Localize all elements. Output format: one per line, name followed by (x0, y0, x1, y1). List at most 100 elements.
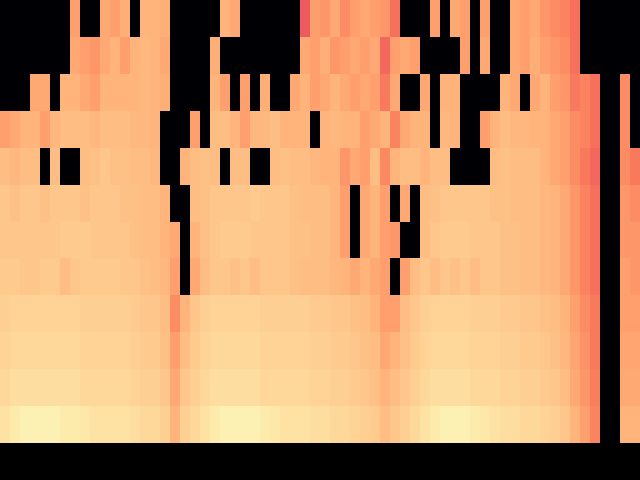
heatmap-cell (570, 222, 581, 259)
heatmap-cell (360, 37, 371, 74)
heatmap-cell (600, 222, 611, 259)
heatmap-cell (160, 37, 171, 74)
heatmap-cell (340, 111, 351, 148)
heatmap-cell (530, 369, 541, 406)
heatmap-cell (70, 406, 81, 443)
heatmap-cell (340, 332, 351, 369)
heatmap-cell (70, 74, 81, 111)
heatmap-cell (40, 74, 51, 111)
heatmap-cell (300, 0, 311, 37)
heatmap-cell (380, 37, 391, 74)
heatmap-cell (330, 369, 341, 406)
heatmap-cell (610, 222, 621, 259)
heatmap-cell (340, 0, 351, 37)
heatmap-cell (80, 222, 91, 259)
heatmap-cell (340, 222, 351, 259)
heatmap-cell (430, 37, 441, 74)
heatmap-cell (180, 295, 191, 332)
heatmap-cell (620, 111, 631, 148)
heatmap-cell (120, 406, 131, 443)
heatmap-cell (90, 185, 101, 222)
heatmap-cell (410, 258, 421, 295)
heatmap-cell (620, 332, 631, 369)
heatmap-cell (450, 0, 461, 37)
heatmap-cell (310, 111, 321, 148)
heatmap-cell (580, 37, 591, 74)
heatmap-cell (630, 406, 640, 443)
heatmap-cell (410, 406, 421, 443)
heatmap-cell (190, 148, 201, 185)
heatmap-cell (110, 406, 121, 443)
heatmap-cell (40, 295, 51, 332)
heatmap-cell (130, 222, 141, 259)
heatmap-cell (260, 406, 271, 443)
heatmap-cell (450, 406, 461, 443)
heatmap-cell (370, 222, 381, 259)
heatmap-cell (450, 332, 461, 369)
heatmap-cell (420, 148, 431, 185)
heatmap-cell (450, 295, 461, 332)
heatmap-cell (610, 258, 621, 295)
heatmap-cell (60, 185, 71, 222)
heatmap-cell (320, 258, 331, 295)
heatmap-cell (470, 369, 481, 406)
heatmap-cell (90, 0, 101, 37)
heatmap-cell (240, 295, 251, 332)
heatmap-cell (310, 369, 321, 406)
heatmap-cell (540, 148, 551, 185)
heatmap-cell (30, 258, 41, 295)
heatmap-cell (290, 369, 301, 406)
heatmap-cell (520, 295, 531, 332)
heatmap-cell (60, 369, 71, 406)
heatmap-cell (70, 258, 81, 295)
heatmap-cell (480, 295, 491, 332)
heatmap-cell (50, 369, 61, 406)
heatmap-cell (380, 295, 391, 332)
heatmap-cell (430, 332, 441, 369)
heatmap-cell (320, 74, 331, 111)
heatmap-cell (70, 369, 81, 406)
heatmap-cell (90, 74, 101, 111)
heatmap-cell (580, 258, 591, 295)
heatmap-cell (580, 332, 591, 369)
heatmap-cell (230, 295, 241, 332)
heatmap-cell (510, 74, 521, 111)
heatmap-cell (40, 148, 51, 185)
heatmap-cell (260, 111, 271, 148)
heatmap-cell (510, 258, 521, 295)
heatmap-cell (260, 148, 271, 185)
heatmap-cell (330, 37, 341, 74)
heatmap-cell (130, 295, 141, 332)
heatmap-cell (410, 0, 421, 37)
heatmap-cell (480, 148, 491, 185)
heatmap-cell (620, 369, 631, 406)
heatmap-cell (620, 74, 631, 111)
heatmap-cell (140, 406, 151, 443)
heatmap-cell (630, 37, 640, 74)
heatmap-cell (10, 37, 21, 74)
heatmap-cell (350, 148, 361, 185)
heatmap-cell (40, 111, 51, 148)
heatmap-cell (620, 406, 631, 443)
heatmap-cell (420, 258, 431, 295)
heatmap-cell (50, 0, 61, 37)
heatmap-cell (430, 74, 441, 111)
heatmap-cell (300, 222, 311, 259)
heatmap-cell (430, 185, 441, 222)
heatmap-cell (550, 148, 561, 185)
heatmap-cell (250, 74, 261, 111)
heatmap-cell (380, 222, 391, 259)
heatmap-cell (280, 148, 291, 185)
heatmap-cell (60, 258, 71, 295)
heatmap-cell (510, 148, 521, 185)
heatmap-cell (190, 222, 201, 259)
heatmap-cell (250, 111, 261, 148)
heatmap-cell (500, 74, 511, 111)
heatmap-cell (630, 185, 640, 222)
heatmap-cell (190, 0, 201, 37)
heatmap-cell (230, 37, 241, 74)
heatmap-cell (20, 0, 31, 37)
heatmap-cell (560, 0, 571, 37)
heatmap-cell (230, 111, 241, 148)
heatmap-cell (580, 74, 591, 111)
